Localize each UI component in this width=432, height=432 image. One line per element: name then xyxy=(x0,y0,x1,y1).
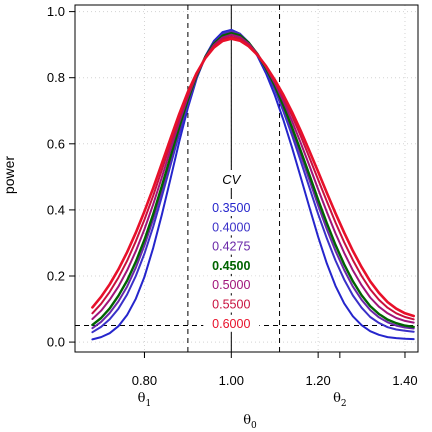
legend-entry-background xyxy=(203,237,260,255)
y-tick-label: 0.6 xyxy=(47,136,65,151)
legend-entry-cv-0.5000: 0.5000 xyxy=(212,278,250,292)
x-axis-label-subscript: 0 xyxy=(251,421,257,431)
legend-entry-background xyxy=(203,295,260,313)
y-tick-label: 1.0 xyxy=(47,4,65,19)
x-axis-label-symbol: θ xyxy=(243,413,251,428)
legend-entry-cv-0.4500: 0.4500 xyxy=(212,259,250,273)
legend-title-background xyxy=(203,170,260,188)
theta-2-label: θ2 xyxy=(333,391,347,409)
series-lines xyxy=(91,28,416,341)
legend-entry-cv-0.3500: 0.3500 xyxy=(212,201,250,215)
x-tick-label: 1.40 xyxy=(392,373,417,388)
theta-1-label: θ1 xyxy=(138,391,152,409)
x-axis-label: θ0 xyxy=(243,413,257,431)
legend-entry-cv-0.4275: 0.4275 xyxy=(212,240,250,254)
y-tick-label: 0.8 xyxy=(47,70,65,85)
theta-markers: θ1 θ2 xyxy=(138,352,347,409)
y-axis: 0.0 0.2 0.4 0.6 0.8 1.0 xyxy=(47,4,75,350)
x-tick-label: 1.00 xyxy=(219,373,244,388)
legend-title: CV xyxy=(222,172,241,187)
y-tick-label: 0.0 xyxy=(47,335,65,350)
x-tick-label: 0.80 xyxy=(132,373,157,388)
x-axis: 0.80 1.00 1.20 1.40 xyxy=(132,352,418,388)
theta-subscript: 2 xyxy=(341,399,347,409)
legend-entry-cv-0.4000: 0.4000 xyxy=(212,220,250,234)
x-tick-label: 1.20 xyxy=(305,373,330,388)
legend: CV 0.3500 0.4000 0.4275 0.4500 0.5000 0.5500 0.… xyxy=(203,170,260,332)
y-axis-label: power xyxy=(1,156,17,194)
theta-symbol: θ xyxy=(138,391,146,406)
theta-subscript: 1 xyxy=(146,399,152,409)
y-tick-label: 0.2 xyxy=(47,268,65,283)
legend-entry-cv-0.6000: 0.6000 xyxy=(212,317,250,331)
legend-entry-background xyxy=(203,199,260,216)
series-line-cv-0.6000 xyxy=(91,37,416,318)
legend-entry-background xyxy=(203,256,260,274)
theta-symbol: θ xyxy=(333,391,341,406)
legend-entry-cv-0.5500: 0.5500 xyxy=(212,298,250,312)
legend-entry-background xyxy=(203,218,260,236)
legend-entry-background xyxy=(203,276,260,294)
plot-frame xyxy=(74,4,419,353)
y-tick-label: 0.4 xyxy=(47,202,65,217)
legend-entry-background xyxy=(203,314,260,332)
